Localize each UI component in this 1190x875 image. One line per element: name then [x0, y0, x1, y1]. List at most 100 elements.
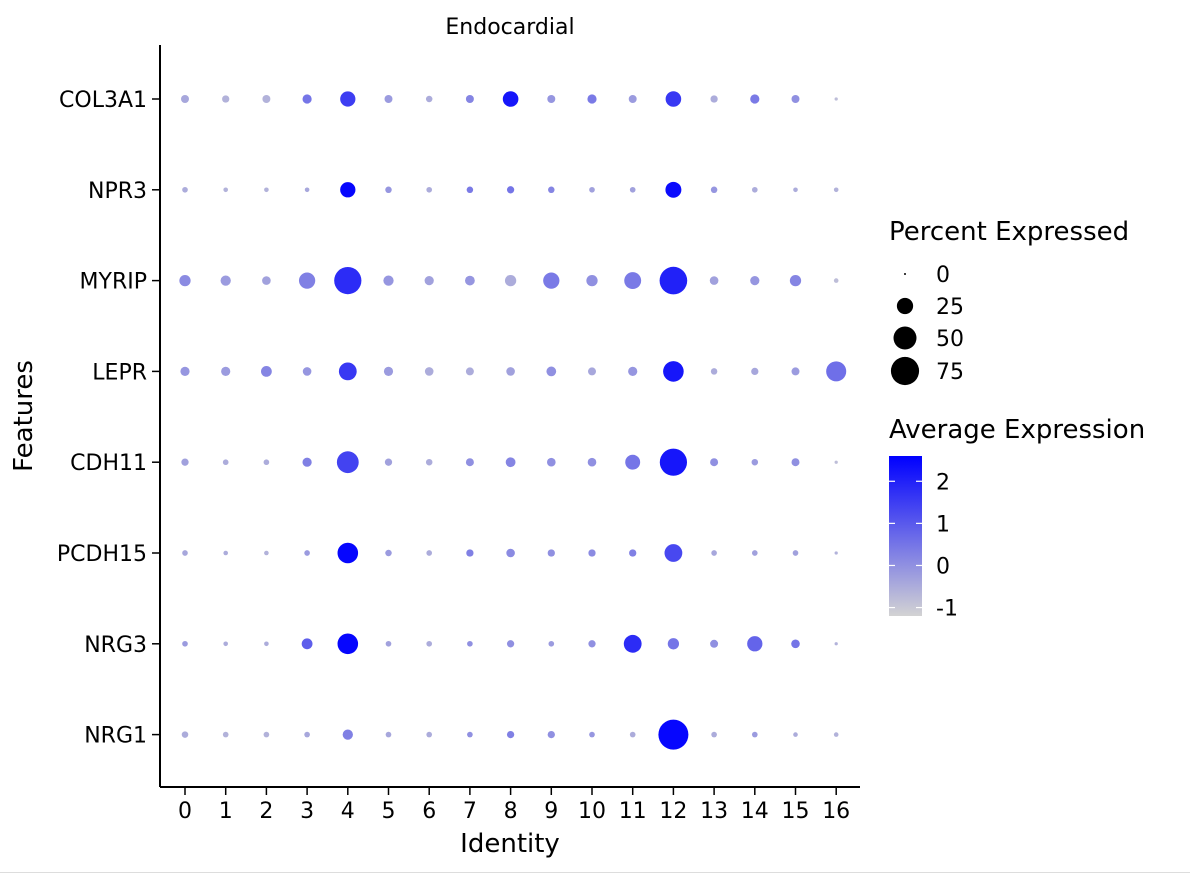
- dot-col3a1-1: [222, 95, 230, 103]
- dot-cdh11-11: [625, 454, 641, 470]
- dot-pcdh15-10: [588, 549, 596, 557]
- dot-myrip-2: [262, 276, 271, 285]
- y-tick-label: MYRIP: [80, 270, 147, 295]
- x-tick-label: 14: [741, 799, 769, 824]
- dot-myrip-15: [789, 274, 802, 287]
- dot-myrip-6: [424, 276, 434, 286]
- x-tick-label: 0: [178, 799, 192, 824]
- dot-myrip-3: [298, 272, 316, 289]
- dot-lepr-5: [383, 366, 394, 376]
- x-tick-label: 9: [544, 799, 558, 824]
- dot-cdh11-1: [222, 459, 229, 466]
- size-legend-dot: [893, 326, 917, 350]
- dot-cdh11-3: [302, 457, 312, 467]
- dot-myrip-7: [465, 275, 475, 286]
- dot-cdh11-13: [710, 458, 719, 467]
- dot-nrg1-5: [385, 731, 392, 738]
- dot-npr3-15: [793, 187, 798, 193]
- x-tick-label: 16: [822, 799, 850, 824]
- x-tick-label: 2: [259, 799, 273, 824]
- dot-myrip-1: [220, 275, 231, 286]
- dot-nrg3-2: [264, 641, 269, 647]
- y-tick-label: NRG1: [84, 724, 147, 749]
- dot-npr3-2: [264, 187, 269, 193]
- dot-col3a1-12: [665, 91, 682, 107]
- dot-nrg3-13: [710, 639, 719, 648]
- dot-pcdh15-12: [664, 544, 683, 562]
- dot-nrg3-6: [426, 640, 433, 647]
- dot-npr3-5: [385, 186, 392, 194]
- dot-nrg3-8: [506, 640, 515, 648]
- dot-lepr-13: [710, 368, 718, 375]
- dot-cdh11-6: [425, 458, 433, 466]
- dot-nrg3-4: [337, 633, 359, 655]
- dot-nrg3-12: [667, 638, 680, 650]
- dot-nrg1-9: [547, 730, 555, 739]
- y-tick-label: CDH11: [70, 451, 147, 476]
- dot-nrg1-11: [629, 731, 636, 738]
- dot-pcdh15-4: [337, 542, 359, 564]
- dot-nrg3-3: [301, 638, 313, 650]
- dot-cdh11-14: [751, 458, 759, 466]
- dot-pcdh15-3: [304, 550, 310, 556]
- dot-col3a1-7: [465, 95, 474, 103]
- color-legend-label: -1: [936, 597, 958, 622]
- dot-col3a1-11: [628, 95, 637, 103]
- dot-npr3-14: [751, 186, 758, 193]
- x-tick-label: 8: [504, 799, 518, 824]
- dot-myrip-5: [383, 275, 394, 286]
- dot-nrg1-2: [263, 731, 270, 738]
- dot-col3a1-10: [587, 94, 597, 104]
- dot-nrg1-14: [751, 731, 758, 738]
- dot-layer: [179, 91, 847, 750]
- color-bar: [889, 456, 922, 616]
- dot-col3a1-2: [262, 95, 271, 103]
- dot-npr3-4: [340, 182, 356, 198]
- dot-nrg3-7: [467, 640, 473, 647]
- dot-lepr-16: [826, 361, 847, 382]
- dot-myrip-4: [334, 266, 362, 295]
- dot-lepr-6: [424, 367, 434, 376]
- y-axis-ticks: COL3A1 NPR3 MYRIP LEPR CDH11 PCDH15 NRG3 NRG1: [57, 88, 160, 749]
- dot-cdh11-10: [587, 457, 597, 467]
- dot-lepr-9: [546, 366, 557, 377]
- dot-lepr-0: [180, 366, 190, 376]
- chart-title: Endocardial: [445, 15, 574, 40]
- size-legend-label: 25: [936, 295, 964, 320]
- color-legend-label: 2: [936, 470, 950, 495]
- dot-col3a1-5: [384, 95, 393, 103]
- dot-lepr-1: [221, 366, 231, 376]
- dot-lepr-11: [628, 366, 638, 376]
- dot-pcdh15-5: [385, 549, 392, 557]
- x-tick-label: 4: [341, 799, 355, 824]
- size-legend-title: Percent Expressed: [889, 217, 1129, 247]
- dot-pcdh15-14: [751, 550, 758, 556]
- dot-nrg3-5: [385, 640, 392, 647]
- x-tick-label: 5: [382, 799, 396, 824]
- size-legend-label: 75: [936, 360, 964, 385]
- dot-lepr-4: [338, 362, 357, 381]
- x-tick-label: 1: [219, 799, 233, 824]
- dot-npr3-9: [548, 186, 555, 194]
- dot-col3a1-6: [425, 95, 433, 103]
- dot-nrg1-8: [506, 730, 515, 739]
- dot-nrg3-0: [182, 640, 188, 647]
- dot-col3a1-4: [340, 91, 356, 107]
- color-legend-title: Average Expression: [889, 415, 1145, 445]
- dot-myrip-11: [624, 272, 642, 290]
- dot-lepr-8: [506, 367, 515, 376]
- size-legend: Percent Expressed 0 25 50 75: [889, 217, 1129, 386]
- x-tick-label: 12: [659, 799, 687, 824]
- dot-pcdh15-2: [264, 550, 269, 556]
- dot-lepr-2: [261, 366, 272, 377]
- dot-cdh11-2: [263, 459, 270, 466]
- dot-npr3-7: [466, 186, 474, 194]
- dot-nrg1-1: [222, 731, 229, 738]
- dot-nrg3-9: [548, 640, 555, 647]
- y-tick-label: NRG3: [84, 633, 147, 658]
- x-axis-title: Identity: [460, 829, 560, 859]
- page-bottom-rule: [0, 872, 1190, 873]
- dot-nrg1-6: [426, 731, 433, 738]
- x-tick-label: 15: [782, 799, 810, 824]
- dot-cdh11-16: [834, 460, 838, 464]
